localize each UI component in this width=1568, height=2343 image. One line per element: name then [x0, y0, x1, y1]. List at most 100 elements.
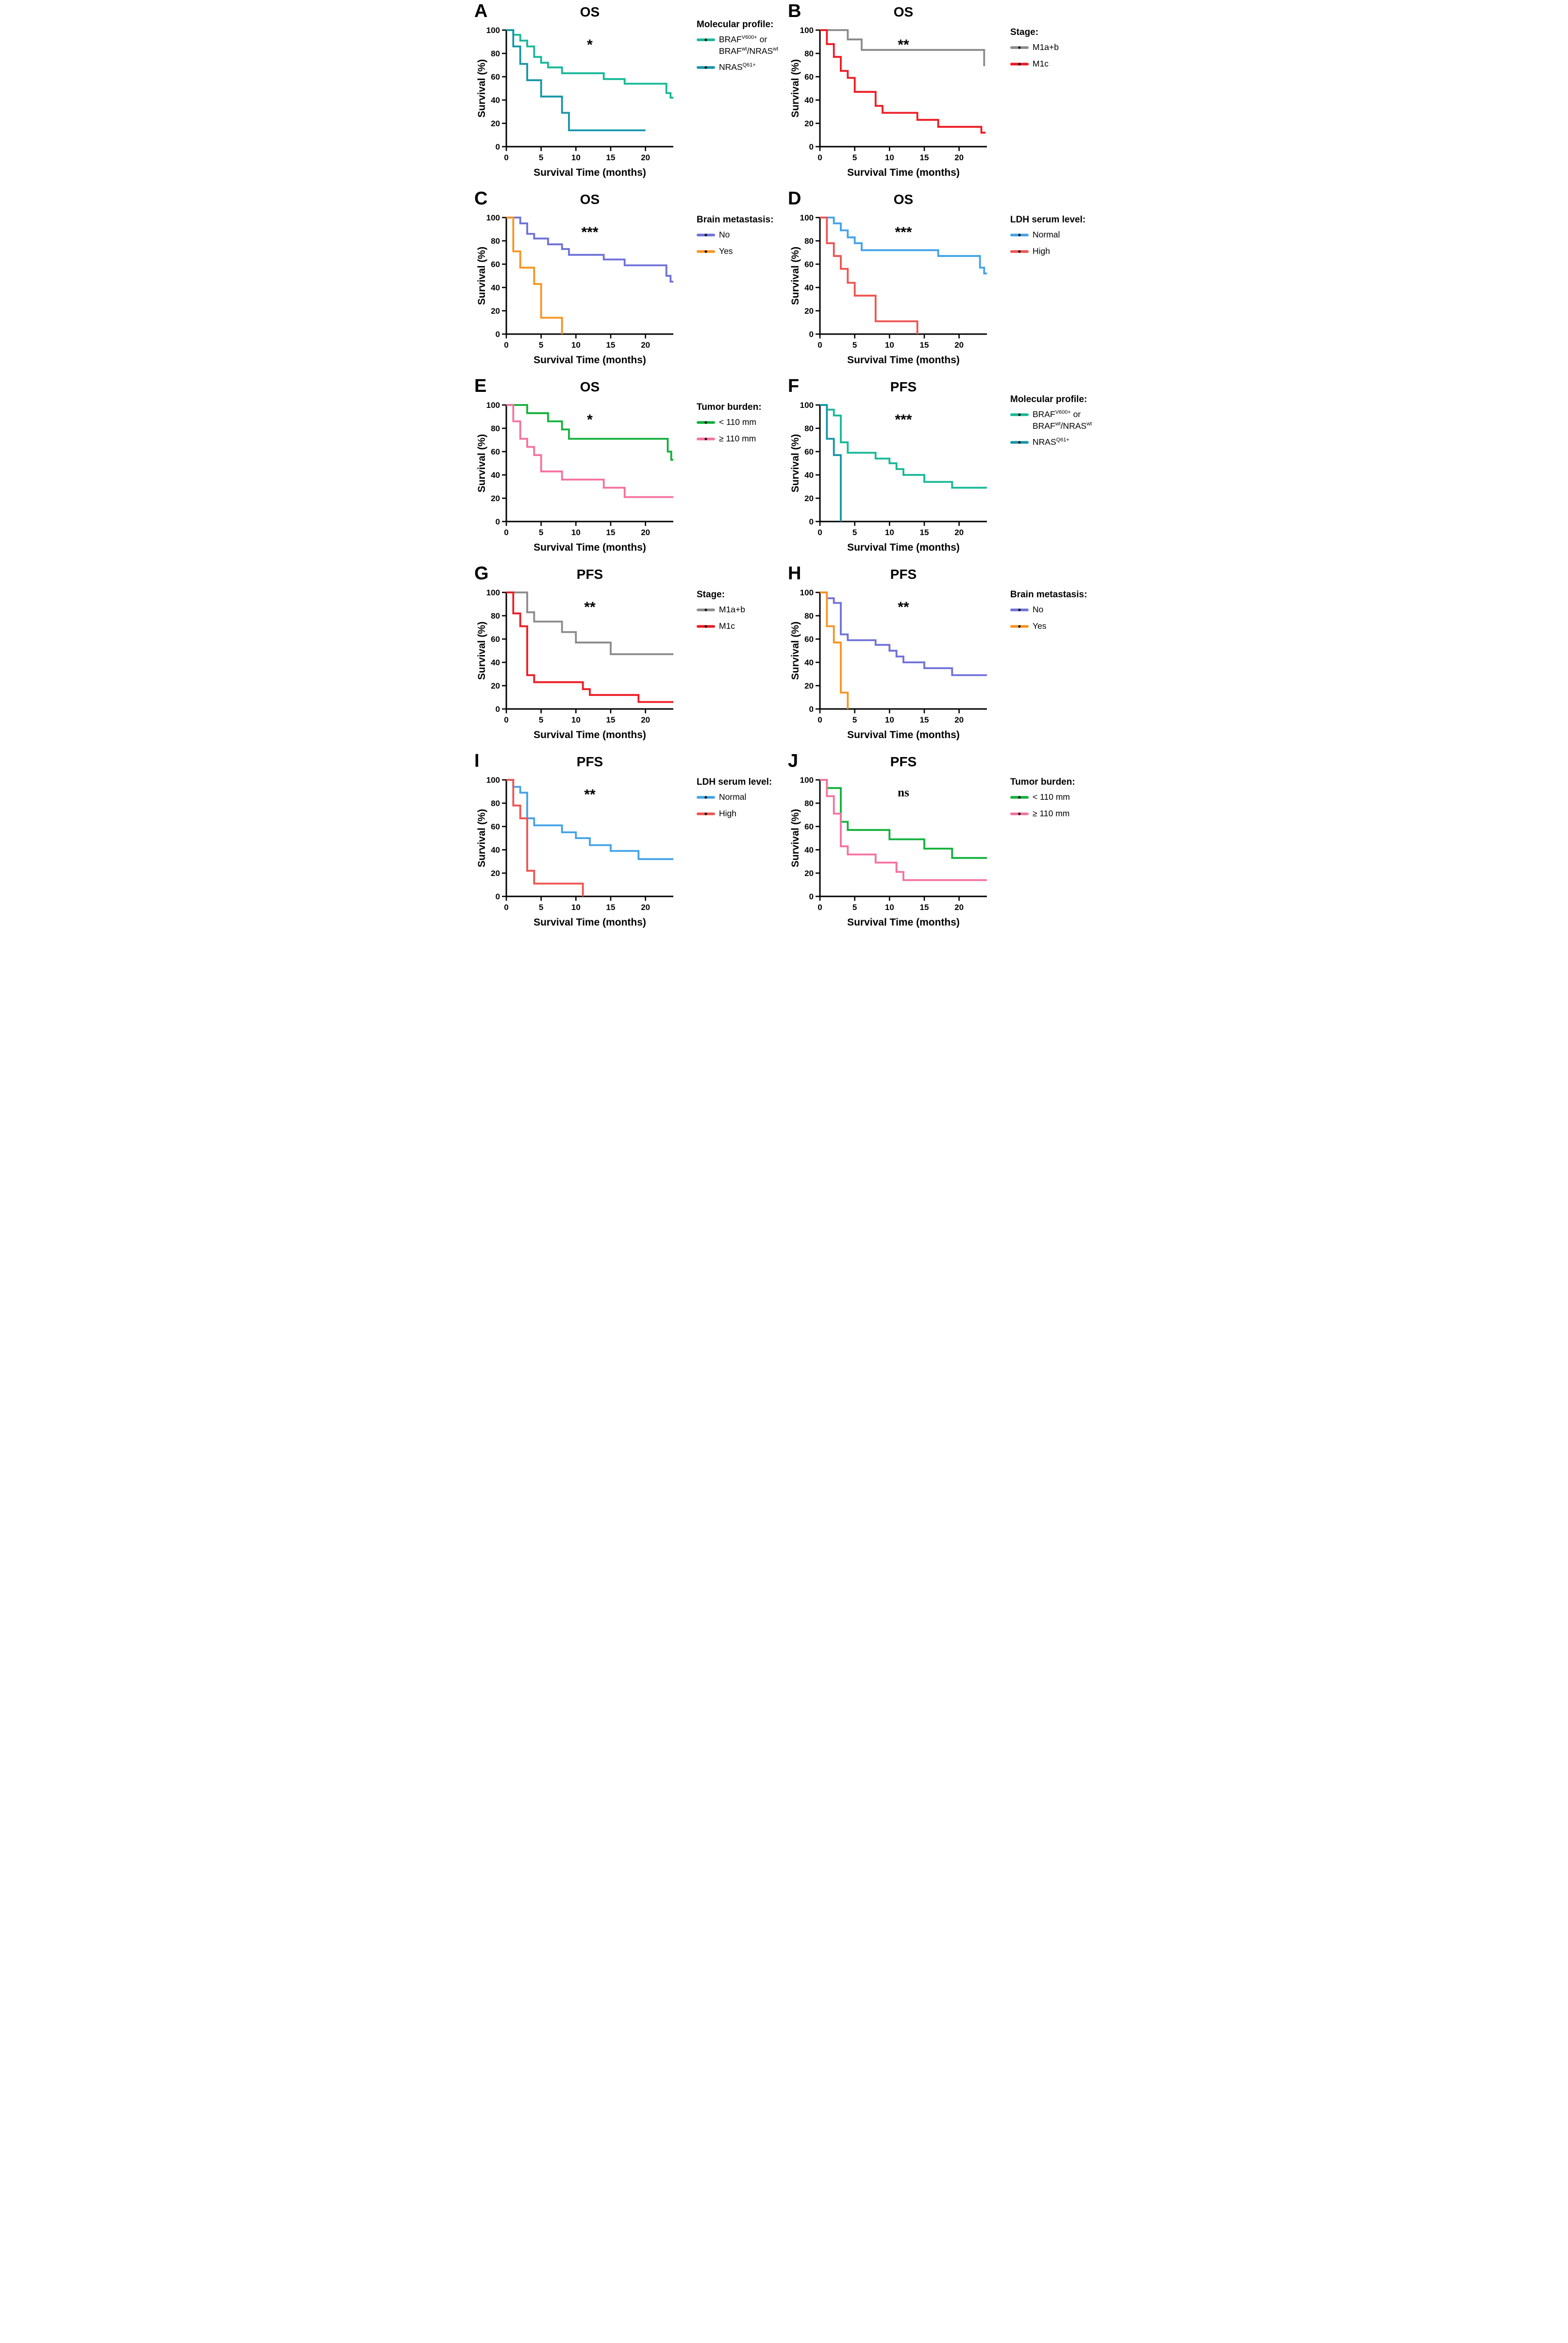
significance-label: ns: [898, 786, 909, 799]
y-tick-label: 60: [491, 635, 500, 644]
x-tick-label: 10: [571, 528, 581, 537]
x-axis-label: Survival Time (months): [534, 167, 646, 178]
x-tick-label: 10: [571, 153, 581, 162]
legend-swatch-icon: [1010, 796, 1029, 799]
x-tick-label: 20: [641, 528, 650, 537]
y-tick-label: 40: [491, 96, 500, 105]
legend-label-superscript: Q61+: [742, 62, 756, 68]
y-tick-label: 100: [800, 588, 814, 597]
legend-entry: High: [697, 808, 782, 820]
km-chart-B: OS ** 0 20 40 60 80 100 0 5 10 15 20 Survival Time (m…: [790, 4, 987, 178]
y-tick-label: 0: [809, 517, 814, 526]
legend-label: Yes: [719, 246, 733, 257]
legend-label: M1a+b: [719, 604, 745, 616]
legend-swatch-icon: [1010, 234, 1029, 236]
significance-label: ***: [895, 224, 912, 240]
legend-label-superscript: wt: [773, 46, 779, 52]
panel-title: OS: [894, 192, 913, 207]
y-tick-label: 0: [496, 330, 500, 339]
legend-label-text: < 110 mm: [1033, 792, 1070, 802]
legend-entry: M1c: [697, 621, 782, 632]
x-tick-label: 15: [606, 903, 616, 912]
panel-I: I PFS ** 0 20 40 60 80 100 0 5 10 15 20 Survival Time …: [470, 750, 784, 937]
legend-swatch-icon: [697, 421, 715, 424]
panel-J: J PFS ns 0 20 40 60 80 100 0 5 10 15 20 Survival Time …: [784, 750, 1098, 937]
km-curve--110-mm: [820, 779, 987, 859]
panel-letter: A: [474, 1, 488, 21]
panel-body: PFS ** 0 20 40 60 80 100 0 5 10 15 20 Survival Time (…: [473, 752, 784, 932]
panel-letter: G: [474, 563, 489, 584]
y-tick-label: 40: [804, 283, 814, 292]
legend-label-text: or: [1070, 409, 1081, 419]
legend-label-text: /NRAS: [747, 46, 773, 56]
x-tick-label: 15: [920, 528, 929, 537]
legend-label-text: BRAF: [1033, 421, 1055, 431]
legend-swatch-icon: [1010, 46, 1029, 49]
legend-label: No: [1033, 604, 1043, 616]
y-tick-label: 80: [491, 49, 500, 58]
panel-letter: E: [474, 376, 487, 396]
km-curve-yes: [820, 591, 849, 709]
panel-body: OS *** 0 20 40 60 80 100 0 5 10 15 20 Survival Time (…: [787, 189, 1098, 370]
legend-label-superscript: Q61+: [1056, 437, 1069, 443]
y-tick-label: 100: [486, 401, 500, 410]
significance-label: **: [898, 599, 909, 615]
legend-label-text: M1c: [1033, 58, 1049, 68]
y-tick-label: 0: [496, 142, 500, 152]
legend-entry: ≥ 110 mm: [1010, 808, 1096, 820]
x-tick-label: 10: [885, 153, 894, 162]
significance-label: **: [584, 599, 596, 615]
x-tick-label: 5: [852, 528, 857, 537]
legend-title: Tumor burden:: [697, 402, 762, 412]
km-chart-G: PFS ** 0 20 40 60 80 100 0 5 10 15 20 Survival Time (…: [476, 567, 673, 741]
panel-F: F PFS *** 0 20 40 60 80 100 0 5 10 15 20 Survival Time…: [784, 375, 1098, 562]
x-tick-label: 5: [852, 153, 857, 162]
x-tick-label: 15: [606, 715, 616, 725]
y-tick-label: 60: [804, 822, 814, 831]
x-tick-label: 10: [571, 715, 581, 725]
legend-swatch-icon: [697, 38, 715, 41]
km-curve-m1a-b: [820, 29, 985, 67]
legend-label: NRASQ61+: [1033, 437, 1069, 448]
y-tick-label: 100: [486, 775, 500, 785]
y-tick-label: 0: [809, 142, 814, 152]
x-tick-label: 0: [817, 903, 822, 912]
y-tick-label: 40: [491, 471, 500, 480]
km-curve--110-mm: [820, 779, 987, 881]
legend-label-superscript: V600+: [1055, 409, 1071, 416]
legend-label: BRAFV600+ or BRAFwt/NRASwt: [1033, 409, 1092, 432]
legend-label: No: [719, 229, 730, 241]
x-tick-label: 20: [954, 715, 964, 725]
panel-letter: D: [788, 188, 801, 209]
legend-F: Molecular profile: BRAFV600+ or BRAFwt/NRA…: [1010, 377, 1098, 453]
legend-label-text: No: [1033, 605, 1044, 614]
legend-label: Normal: [1033, 229, 1060, 241]
legend-swatch-icon: [1010, 413, 1029, 416]
legend-label-text: < 110 mm: [719, 417, 756, 427]
x-tick-label: 0: [504, 340, 508, 350]
legend-swatch-icon: [697, 437, 715, 440]
km-curve-m1a-b: [506, 591, 673, 656]
km-chart-C: OS *** 0 20 40 60 80 100 0 5 10 15 20 Survival Time (…: [476, 192, 673, 366]
legend-entry: BRAFV600+ or BRAFwt/NRASwt: [1010, 409, 1096, 432]
legend-label: M1c: [719, 621, 735, 632]
legend-label-text: Normal: [719, 792, 747, 802]
x-tick-label: 15: [606, 340, 616, 350]
legend-swatch-icon: [697, 66, 715, 69]
legend-title: Stage:: [697, 590, 725, 600]
y-tick-label: 20: [804, 306, 814, 316]
legend-label: M1c: [1033, 58, 1049, 70]
y-axis-label: Survival (%): [790, 809, 801, 867]
legend-I: LDH serum level: Normal High: [697, 752, 784, 824]
y-tick-label: 0: [809, 330, 814, 339]
x-tick-label: 15: [920, 903, 929, 912]
km-curve--110-mm: [506, 404, 673, 461]
km-curve--110-mm: [506, 404, 673, 498]
y-tick-label: 80: [804, 611, 814, 621]
x-tick-label: 10: [885, 715, 894, 725]
legend-swatch-icon: [1010, 624, 1029, 628]
legend-J: Tumor burden: < 110 mm ≥ 110 mm: [1010, 752, 1098, 824]
x-tick-label: 5: [539, 153, 543, 162]
panel-title: OS: [580, 379, 600, 394]
y-tick-label: 20: [491, 681, 500, 691]
